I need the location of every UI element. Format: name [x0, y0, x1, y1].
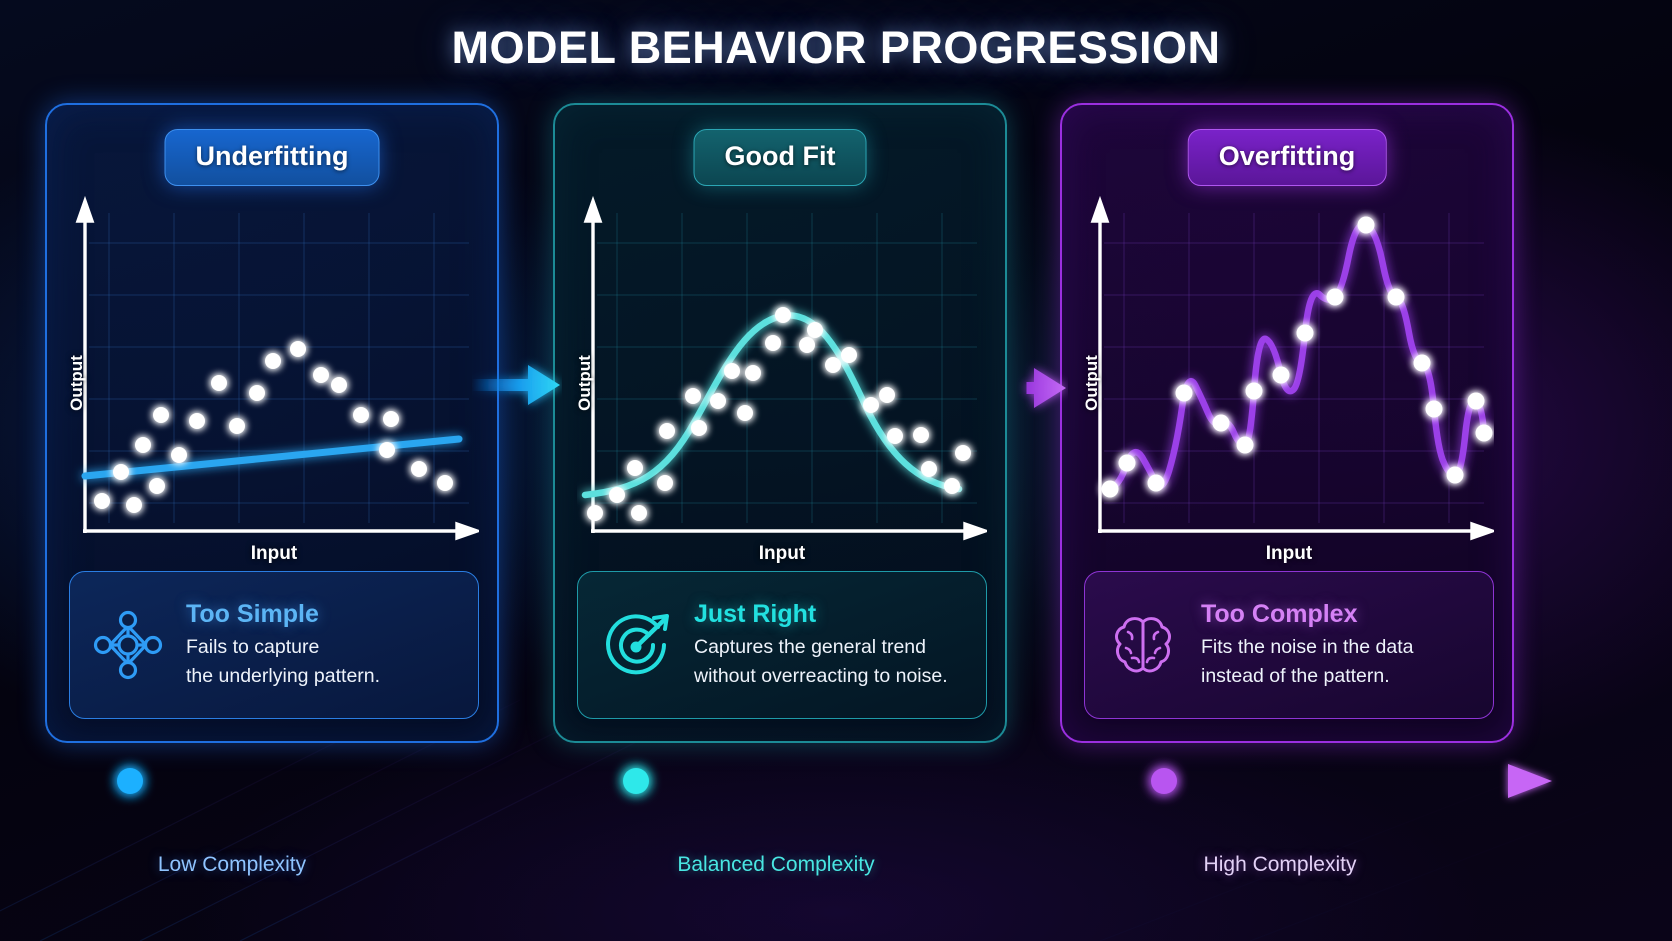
x-axis-label-2: Input [758, 543, 806, 564]
arrow-right-icon-1 [472, 365, 560, 405]
network-nodes-icon [86, 603, 170, 687]
page-title: MODEL BEHAVIOR PROGRESSION [451, 22, 1221, 73]
panel-badge-underfitting: Underfitting [164, 129, 380, 186]
target-dart-icon [594, 603, 678, 687]
trend-line [81, 435, 463, 480]
timeline-track [110, 764, 1552, 798]
x-axis-label-3: Input [1265, 543, 1313, 564]
chart-good-fit: Output Input [575, 183, 987, 564]
info-card-desc-3-line2: instead of the pattern. [1201, 664, 1390, 687]
panel-badge-overfitting: Overfitting [1187, 129, 1387, 186]
info-card-desc-3-line1: Fits the noise in the data [1201, 636, 1414, 659]
info-card-text-2: Just Right Captures the general trend wi… [694, 600, 970, 690]
panel-underfitting[interactable]: Underfitting [45, 103, 499, 743]
y-axis-label-1: Output [67, 355, 86, 411]
timeline-dot-high [1151, 768, 1177, 794]
timeline-dot-balanced [623, 768, 649, 794]
info-card-text-1: Too Simple Fails to capture the underlyi… [186, 600, 462, 690]
info-card-desc-1-line2: the underlying pattern. [186, 664, 381, 687]
x-axis-label-1: Input [250, 543, 298, 564]
y-axis-label-2: Output [575, 355, 594, 411]
timeline-label-balanced: Balanced Complexity [677, 853, 875, 876]
info-card-title-2: Just Right [694, 600, 817, 629]
panel-badge-good-fit: Good Fit [693, 129, 867, 186]
arrow-right-icon-2 [978, 368, 1066, 408]
brain-icon [1101, 603, 1185, 687]
chart-overfitting: Output Input [1082, 183, 1494, 564]
info-card-desc-1-line1: Fails to capture [186, 636, 320, 659]
info-card-just-right[interactable]: Just Right Captures the general trend wi… [577, 571, 987, 719]
info-card-desc-2-line1: Captures the general trend [694, 636, 926, 659]
complexity-timeline: Low Complexity Balanced Complexity High … [0, 751, 1672, 941]
timeline-label-high: High Complexity [1203, 853, 1357, 876]
panel-overfitting[interactable]: Overfitting [1060, 103, 1514, 743]
y-axis-label-3: Output [1082, 355, 1101, 411]
info-card-title-3: Too Complex [1201, 600, 1358, 629]
info-card-desc-2-line2: without overreacting to noise. [694, 664, 948, 687]
chart-underfitting: Output Input [67, 183, 479, 564]
overfit-curve [1106, 221, 1488, 493]
info-card-text-3: Too Complex Fits the noise in the data i… [1201, 600, 1477, 690]
timeline-dot-low [117, 768, 143, 794]
timeline-label-low: Low Complexity [157, 853, 307, 876]
info-card-too-simple[interactable]: Too Simple Fails to capture the underlyi… [69, 571, 479, 719]
panels-container: Underfitting [0, 103, 1672, 748]
panel-good-fit[interactable]: Good Fit [553, 103, 1007, 743]
info-card-too-complex[interactable]: Too Complex Fits the noise in the data i… [1084, 571, 1494, 719]
timeline-labels: Low Complexity Balanced Complexity High … [0, 853, 1672, 893]
info-card-title-1: Too Simple [186, 600, 319, 629]
